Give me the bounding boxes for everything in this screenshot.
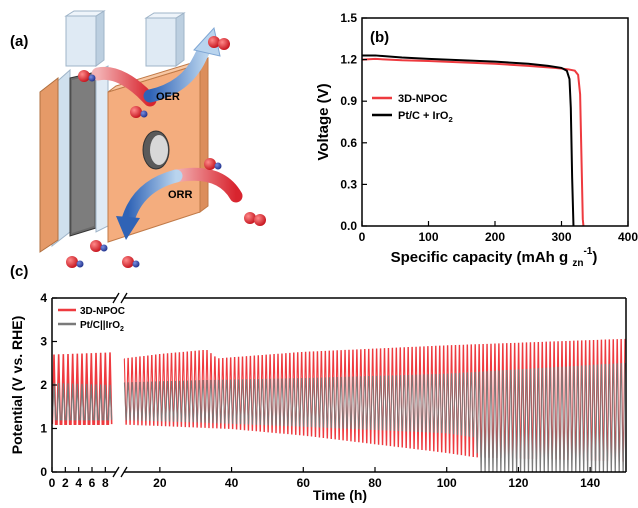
x-tick-label: 8 xyxy=(102,476,109,490)
axis-break-mark xyxy=(112,292,120,304)
molecule xyxy=(78,70,96,82)
axis-break-mark xyxy=(112,466,120,478)
y-tick-label: 1 xyxy=(40,422,47,436)
x-tick-label: 200 xyxy=(485,230,505,244)
oer-arrow-blue xyxy=(143,39,213,103)
molecule xyxy=(66,256,84,268)
molecule xyxy=(244,212,266,226)
orr-label: ORR xyxy=(168,189,193,201)
series-ptc-right xyxy=(123,362,626,473)
panel-b-label: (b) xyxy=(370,29,389,46)
x-tick-label: 4 xyxy=(75,476,82,490)
y-tick-label: 3 xyxy=(40,335,47,349)
plot-frame xyxy=(361,17,629,227)
x-tick-label: 100 xyxy=(418,230,438,244)
molecule xyxy=(90,240,108,252)
panel-a: (a) OER ORR xyxy=(10,10,266,268)
molecule xyxy=(204,158,222,170)
x-tick-label: 60 xyxy=(297,476,311,490)
molecules xyxy=(66,36,266,268)
x-axis-label: Specific capacity (mAh g zn-1) xyxy=(391,246,598,269)
x-tick-label: 100 xyxy=(437,476,457,490)
legend-label: Pt/C||IrO2 xyxy=(80,320,124,333)
y-tick-label: 2 xyxy=(40,378,47,392)
x-tick-label: 400 xyxy=(618,230,638,244)
legend-label: 3D-NPOC xyxy=(80,306,125,317)
y-tick-label: 1.5 xyxy=(340,11,357,25)
axis-break-mark xyxy=(120,292,128,304)
oxygen-atom xyxy=(208,36,220,48)
molecule xyxy=(122,256,140,268)
y-tick-label: 0.9 xyxy=(340,94,357,108)
hydrogen-atom xyxy=(214,162,222,170)
y-tick-label: 0.0 xyxy=(340,219,357,233)
y-tick-label: 0.3 xyxy=(340,177,357,191)
legend-label: 3D-NPOC xyxy=(398,93,448,105)
legend: 3D-NPOC Pt/C + IrO2 xyxy=(372,93,453,124)
y-tick-label: 4 xyxy=(40,291,47,305)
y-tick-label: 0 xyxy=(40,465,47,479)
molecule xyxy=(130,106,148,118)
series-line-ptc xyxy=(362,54,575,227)
oxygen-atom xyxy=(254,214,266,226)
current-collector-tabs xyxy=(64,10,186,67)
chart-b: 0 100 200 300 400 0.0 0.3 0.6 0.9 1.2 1.5 Specific … xyxy=(315,11,638,269)
axis-break-mark xyxy=(120,466,128,478)
series-line-npoc xyxy=(361,57,585,227)
x-axis-label: Time (h) xyxy=(313,487,367,503)
oer-arrow-red xyxy=(91,66,157,107)
y-axis-label: Voltage (V) xyxy=(315,83,332,160)
oxygen-atom xyxy=(204,158,216,170)
legend: 3D-NPOC Pt/C||IrO2 xyxy=(58,306,125,333)
x-tick-label: 80 xyxy=(368,476,382,490)
orr-arrowhead xyxy=(116,216,140,240)
x-tick-label: 300 xyxy=(551,230,571,244)
y-tick-label: 1.2 xyxy=(340,53,357,67)
front-plate xyxy=(95,65,109,233)
series-ptc-left xyxy=(51,382,113,421)
x-tick-label: 0 xyxy=(49,476,56,490)
hydrogen-atom xyxy=(88,74,96,82)
y-axis-label: Potential (V vs. RHE) xyxy=(9,316,25,454)
orr-arrow-blue xyxy=(121,169,183,227)
hydrogen-atom xyxy=(132,260,140,268)
series-npoc-right xyxy=(123,338,626,462)
panel-b: (b) 0 100 200 300 400 0.0 0.3 0.6 0.9 1.2 1.5 Speci… xyxy=(315,11,638,269)
oxygen-atom xyxy=(66,256,78,268)
oxygen-atom xyxy=(218,38,230,50)
orr-arrow-red xyxy=(169,167,243,203)
legend-label: Pt/C + IrO2 xyxy=(398,110,453,124)
oxygen-atom xyxy=(90,240,102,252)
y-tick-label: 0.6 xyxy=(340,136,357,150)
x-tick-label: 40 xyxy=(225,476,239,490)
oer-label: OER xyxy=(156,91,180,103)
oxygen-atom xyxy=(122,256,134,268)
x-tick-label: 140 xyxy=(580,476,600,490)
x-tick-label: 120 xyxy=(508,476,528,490)
oxygen-atom xyxy=(78,70,90,82)
panel-c-label: (c) xyxy=(10,263,28,280)
molecule xyxy=(208,36,230,50)
hydrogen-atom xyxy=(100,244,108,252)
hydrogen-atom xyxy=(76,260,84,268)
x-tick-label: 0 xyxy=(359,230,366,244)
panel-a-label: (a) xyxy=(10,33,28,50)
hydrogen-atom xyxy=(140,110,148,118)
oxygen-atom xyxy=(130,106,142,118)
x-tick-label: 6 xyxy=(89,476,96,490)
back-electrode xyxy=(39,76,59,253)
x-tick-label: 20 xyxy=(153,476,167,490)
x-tick-label: 2 xyxy=(62,476,69,490)
oxygen-atom xyxy=(244,212,256,224)
